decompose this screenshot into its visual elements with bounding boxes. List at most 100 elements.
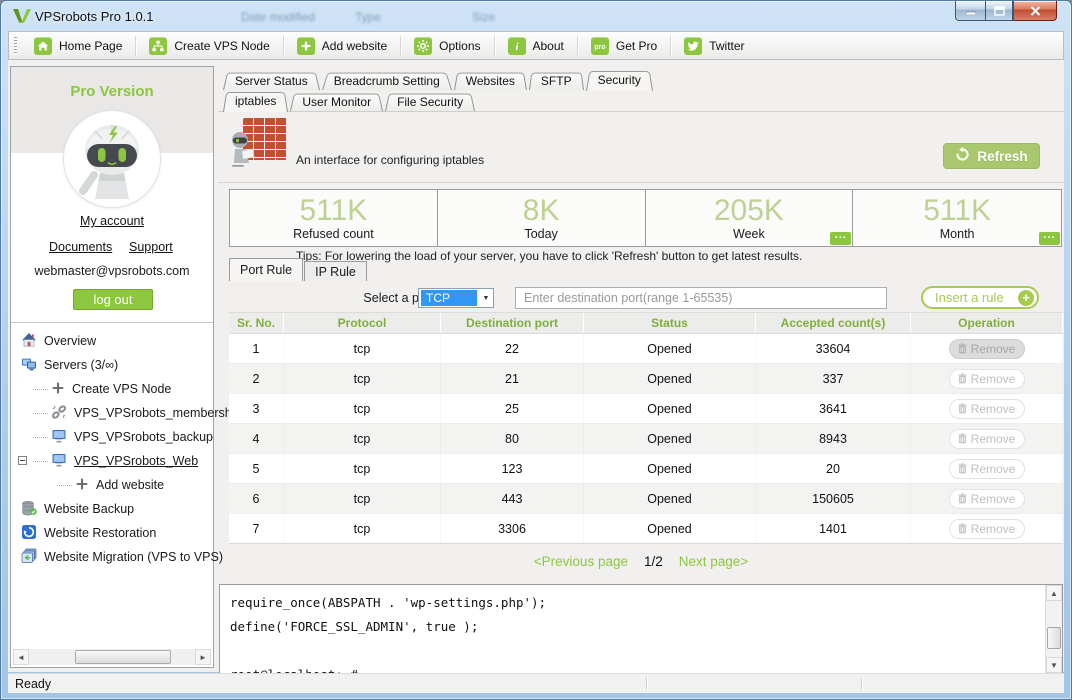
main-area: Pro Version My account D xyxy=(8,60,1064,674)
remove-button[interactable]: Remove xyxy=(948,428,1025,449)
tab-file-security[interactable]: File Security xyxy=(385,92,475,111)
remove-label: Remove xyxy=(970,371,1016,386)
tree-item-label: Website Restoration xyxy=(44,526,157,540)
cell-sr-no: 2 xyxy=(229,364,284,393)
remove-button[interactable]: Remove xyxy=(948,368,1025,389)
toolbar-separator xyxy=(400,35,402,56)
remove-button[interactable]: Remove xyxy=(948,458,1025,479)
tree-item-servers[interactable]: Servers (3/∞) xyxy=(11,353,213,377)
toolbar-item-label: Create VPS Node xyxy=(174,38,270,53)
cell-sr-no: 3 xyxy=(229,394,284,423)
terminal-vertical-scrollbar[interactable]: ▲ ▼ xyxy=(1045,585,1062,673)
previous-page-link[interactable]: <Previous page xyxy=(533,554,628,569)
tab-server-status[interactable]: Server Status xyxy=(223,71,320,90)
cell-status: Opened xyxy=(584,394,756,423)
protocol-select[interactable]: TCP ▼ xyxy=(418,288,494,308)
scroll-down-icon[interactable]: ▼ xyxy=(1046,657,1062,673)
more-ellipsis-icon[interactable]: ... xyxy=(830,230,852,245)
cell-port: 25 xyxy=(441,394,584,423)
maximize-button[interactable] xyxy=(985,1,1013,21)
tab-port-rule[interactable]: Port Rule xyxy=(229,258,304,281)
cell-port: 21 xyxy=(441,364,584,393)
remove-button[interactable]: Remove xyxy=(948,338,1025,359)
column-header: Sr. No. xyxy=(229,313,284,333)
toolbar-create-vps-node[interactable]: Create VPS Node xyxy=(136,32,282,59)
tab-websites[interactable]: Websites xyxy=(454,71,527,90)
refresh-button[interactable]: Refresh xyxy=(943,143,1040,169)
terminal-line: define('FORCE_SSL_ADMIN', true ); xyxy=(230,619,479,634)
tab-label: SFTP xyxy=(540,73,572,88)
tab-breadcrumb-setting[interactable]: Breadcrumb Setting xyxy=(322,71,452,90)
documents-link[interactable]: Documents xyxy=(49,240,113,254)
cell-status: Opened xyxy=(584,334,756,363)
tab-iptables[interactable]: iptables xyxy=(223,90,288,111)
plus-icon xyxy=(51,381,65,398)
insert-rule-button[interactable]: Insert a rule + xyxy=(921,286,1039,309)
pagination: <Previous page 1/2 Next page> xyxy=(218,554,1064,569)
remove-button[interactable]: Remove xyxy=(948,488,1025,509)
remove-button[interactable]: Remove xyxy=(948,518,1025,539)
rules-table: Sr. No. Protocol Destination port Status… xyxy=(229,312,1063,544)
sidebar-horizontal-scrollbar[interactable]: ◄ ► xyxy=(13,649,211,665)
remove-button[interactable]: Remove xyxy=(948,398,1025,419)
tree-item-vps-backup[interactable]: VPS_VPSrobots_backup xyxy=(11,425,213,449)
table-row: 1 tcp 22 Opened 33604 Remove xyxy=(229,334,1063,364)
toolbar-about[interactable]: i About xyxy=(495,32,577,59)
column-header: Accepted count(s) xyxy=(756,313,911,333)
small-robot-icon xyxy=(229,131,257,170)
more-ellipsis-icon[interactable]: ... xyxy=(1039,230,1060,245)
logout-button[interactable]: log out xyxy=(73,289,153,310)
tree-item-vps-membership[interactable]: VPS_VPSrobots_membersh xyxy=(11,401,232,425)
tree-item-add-website[interactable]: Add website xyxy=(11,473,213,497)
toolbar-add-website[interactable]: Add website xyxy=(284,32,400,59)
support-link[interactable]: Support xyxy=(129,240,173,254)
tree-item-overview[interactable]: Overview xyxy=(11,329,213,353)
tree-item-label: Website Migration (VPS to VPS) xyxy=(44,550,224,564)
close-button[interactable] xyxy=(1013,1,1057,21)
terminal-panel[interactable]: require_once(ABSPATH . 'wp-settings.php'… xyxy=(219,584,1063,674)
tree-connector xyxy=(33,388,48,390)
tab-user-monitor[interactable]: User Monitor xyxy=(290,92,383,111)
sidebar: Pro Version My account D xyxy=(10,66,232,668)
next-page-link[interactable]: Next page> xyxy=(678,554,749,569)
destination-port-input[interactable] xyxy=(515,287,887,309)
my-account-link[interactable]: My account xyxy=(80,214,144,228)
toolbar-get-pro[interactable]: pro Get Pro xyxy=(578,32,670,59)
toolbar-options[interactable]: Options xyxy=(401,32,493,59)
tree-connector xyxy=(33,436,48,438)
tree-item-website-migration[interactable]: Website Migration (VPS to VPS) xyxy=(11,545,223,569)
monitor-icon xyxy=(51,452,67,471)
tree-item-vps-web[interactable]: VPS_VPSrobots_Web xyxy=(11,449,213,473)
cell-protocol: tcp xyxy=(284,424,441,453)
cell-count: 3641 xyxy=(756,394,911,423)
scrollbar-thumb[interactable] xyxy=(75,650,171,664)
tab-security[interactable]: Security xyxy=(586,69,653,90)
tab-sftp[interactable]: SFTP xyxy=(529,71,584,90)
tab-ip-rule[interactable]: IP Rule xyxy=(304,261,367,281)
toolbar-item-label: Add website xyxy=(321,38,388,53)
scroll-right-icon[interactable]: ► xyxy=(195,649,211,665)
tree-item-label: VPS_VPSrobots_membersh xyxy=(74,406,232,420)
cell-count: 1401 xyxy=(756,514,911,543)
cell-protocol: tcp xyxy=(284,334,441,363)
tree-item-website-restoration[interactable]: Website Restoration xyxy=(11,521,213,545)
toolbar-separator xyxy=(282,35,284,56)
scroll-up-icon[interactable]: ▲ xyxy=(1046,585,1062,601)
remove-label: Remove xyxy=(970,401,1016,416)
toolbar-home-page[interactable]: Home Page xyxy=(21,32,135,59)
collapse-expander-icon[interactable] xyxy=(18,456,27,465)
toolbar-twitter[interactable]: Twitter xyxy=(671,32,757,59)
cell-count: 150605 xyxy=(756,484,911,513)
chevron-down-icon[interactable]: ▼ xyxy=(482,294,490,302)
tree-item-create-vps-node[interactable]: Create VPS Node xyxy=(11,377,213,401)
terminal-line xyxy=(230,639,1040,663)
tree-item-website-backup[interactable]: Website Backup xyxy=(11,497,213,521)
minimize-button[interactable] xyxy=(955,1,985,21)
stat-label: Refused count xyxy=(293,226,374,241)
scrollbar-thumb[interactable] xyxy=(1047,627,1061,649)
tab-label: File Security xyxy=(397,94,464,109)
svg-text:i: i xyxy=(515,41,518,52)
scroll-left-icon[interactable]: ◄ xyxy=(13,649,29,665)
node-icon xyxy=(149,36,168,55)
